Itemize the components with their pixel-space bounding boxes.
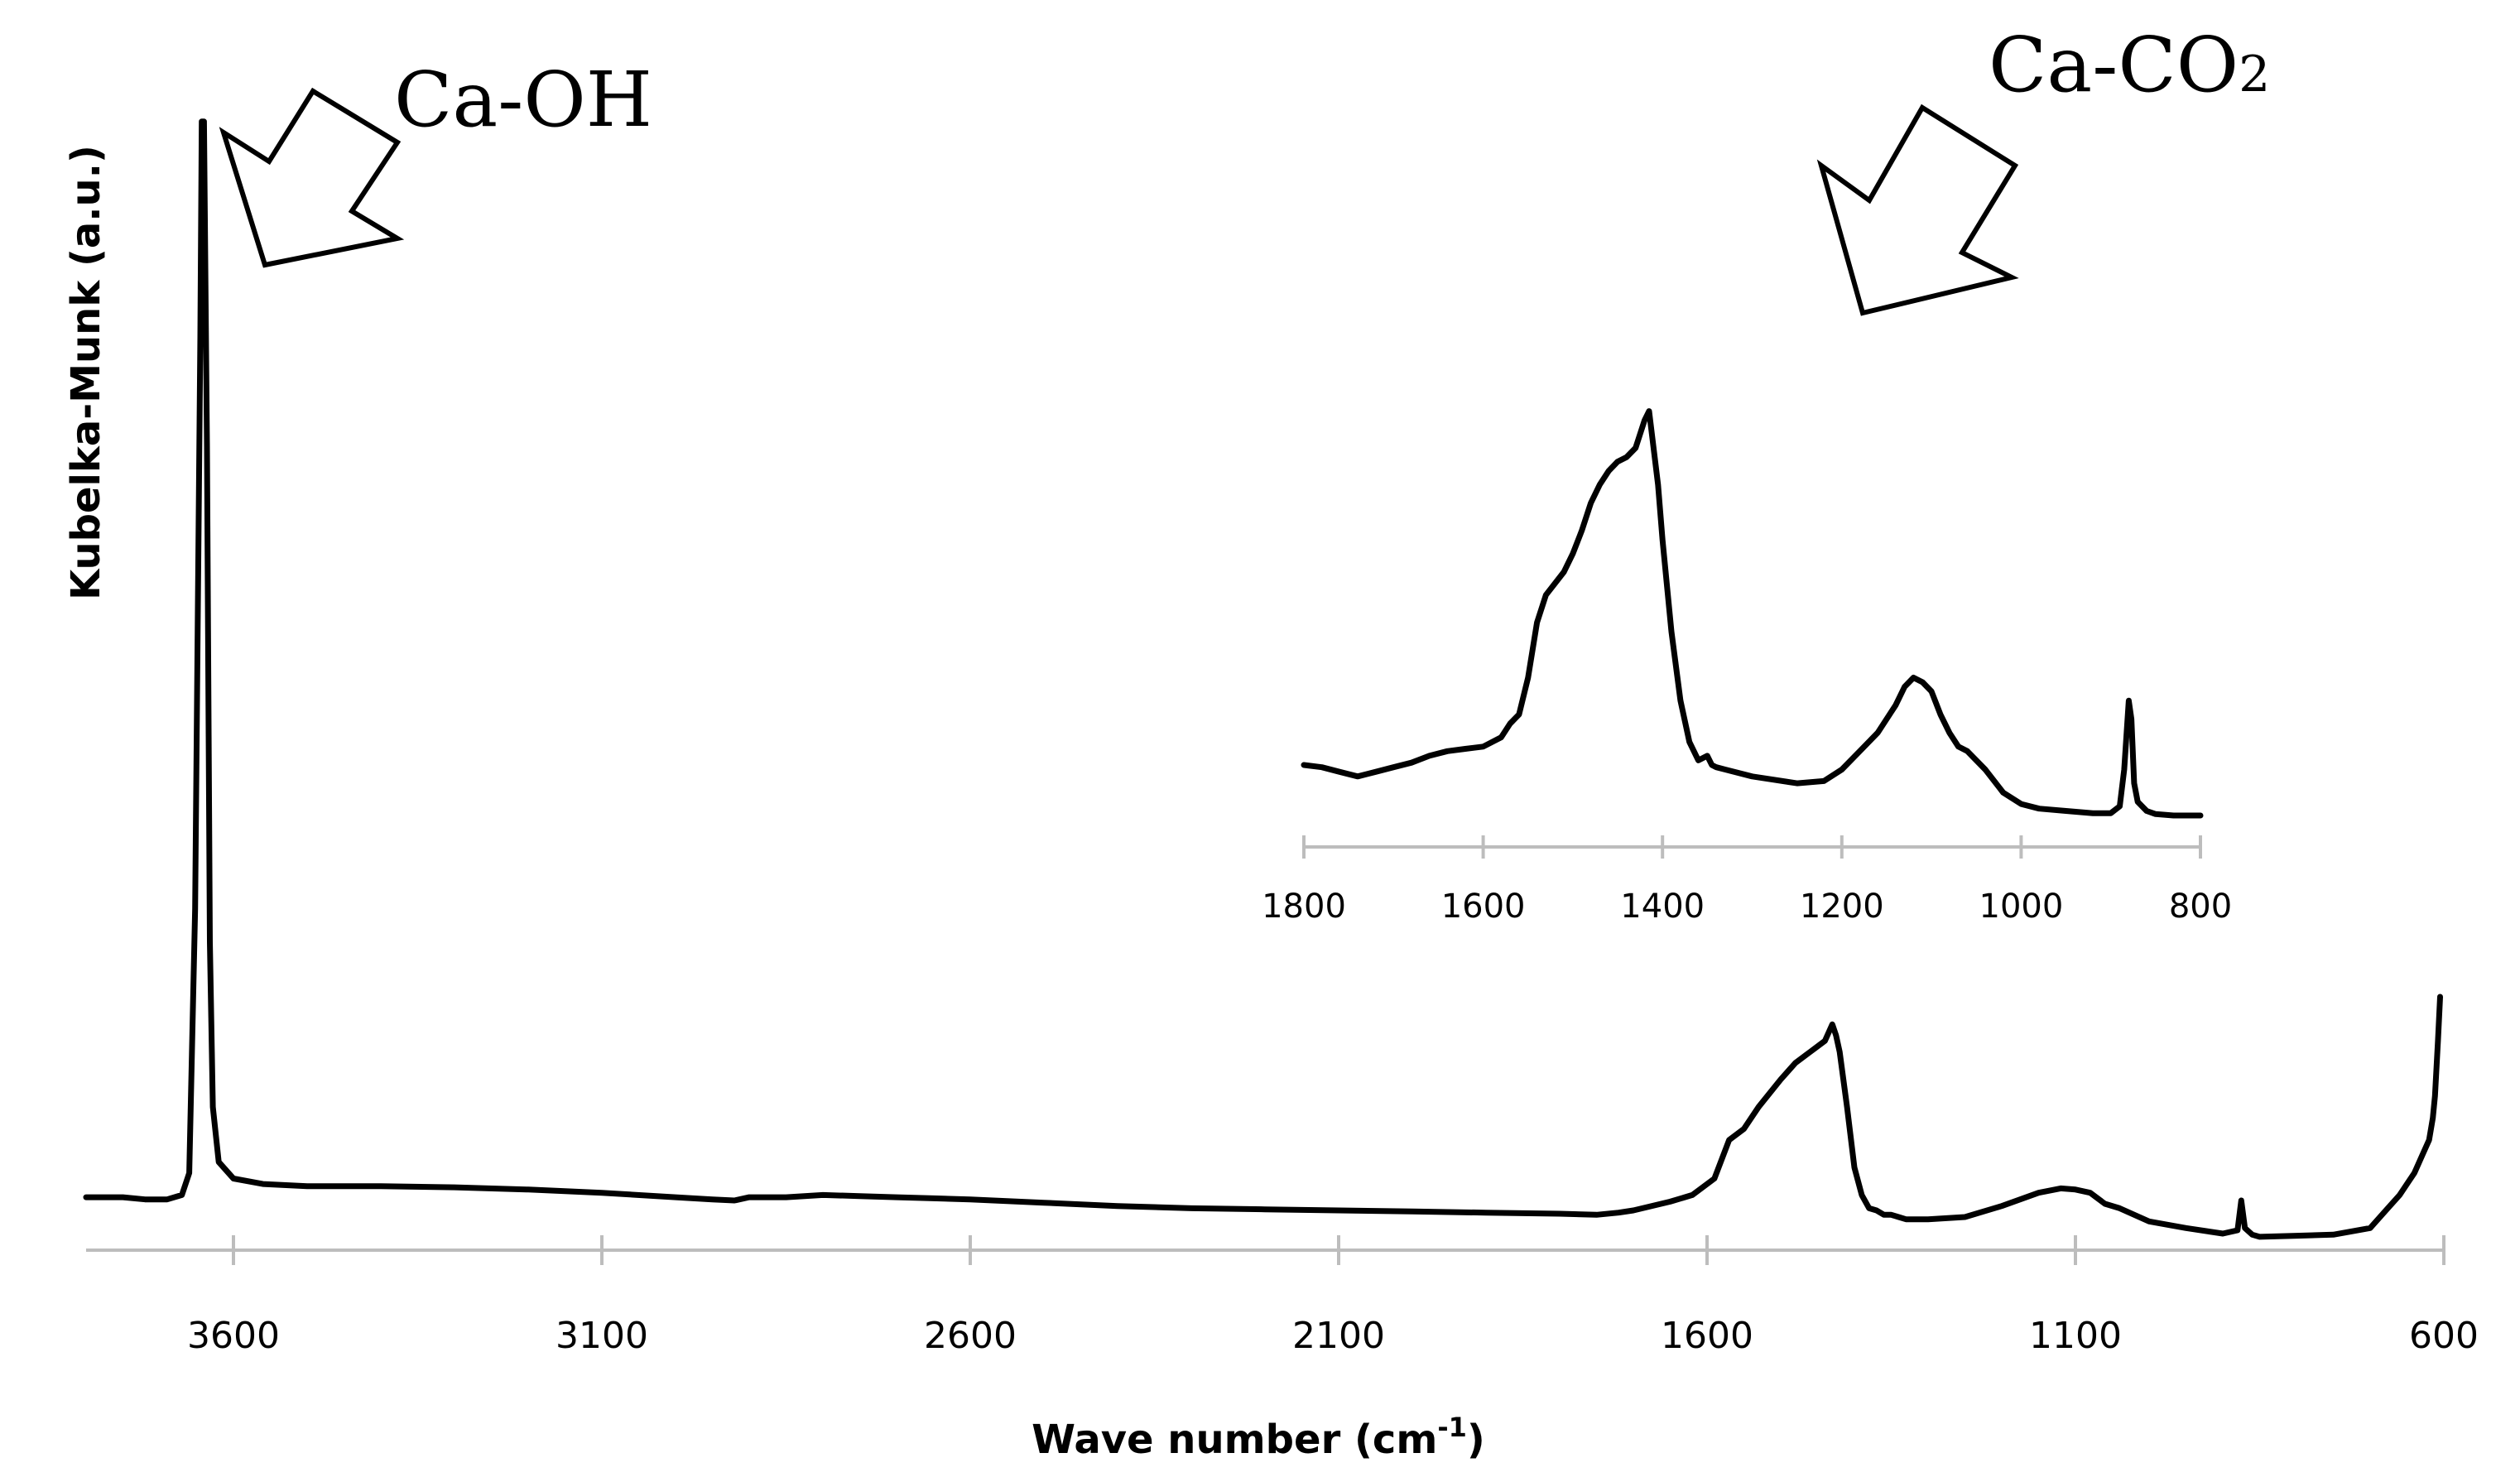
inset-x-axis-ticks [1302, 835, 2202, 859]
x-axis-tick-label-1600: 1600 [1661, 1315, 1753, 1357]
ca-co2-annotation: Ca-CO2 [1989, 21, 2270, 109]
inset-x-axis-tick-label-1000: 1000 [1979, 888, 2064, 926]
x-axis-tick-labels: 3600 3100 2600 2100 1600 1100 600 [187, 1315, 2479, 1357]
x-axis-title: Wave number (cm-1) [1032, 1412, 1485, 1463]
x-axis-tick-label-3600: 3600 [187, 1315, 280, 1357]
x-axis-ticks [232, 1235, 2445, 1265]
ca-oh-annotation: Ca-OH [394, 55, 652, 144]
x-axis-tick-label-2600: 2600 [924, 1315, 1017, 1357]
inset-spectrum-line [1301, 408, 2204, 819]
inset-x-axis-tick-label-800: 800 [2169, 888, 2232, 926]
x-axis-tick-label-1100: 1100 [2029, 1315, 2122, 1357]
inset-x-axis-tick-label-1600: 1600 [1441, 888, 1526, 926]
spectrum-line [83, 118, 2443, 1240]
x-axis-tick-label-600: 600 [2409, 1315, 2479, 1357]
ca-co2-arrow-icon [1816, 103, 2019, 316]
ca-oh-arrow-icon [219, 87, 405, 268]
inset-x-axis-tick-labels: 1800 1600 1400 1200 1000 800 [1262, 888, 2232, 926]
inset-x-axis-tick-label-1800: 1800 [1262, 888, 1346, 926]
inset-x-axis-tick-label-1200: 1200 [1800, 888, 1884, 926]
y-axis-title: Kubelka-Munk (a.u.) [63, 145, 109, 600]
x-axis-tick-label-3100: 3100 [555, 1315, 648, 1357]
inset-x-axis-tick-label-1400: 1400 [1620, 888, 1705, 926]
x-axis-tick-label-2100: 2100 [1292, 1315, 1385, 1357]
